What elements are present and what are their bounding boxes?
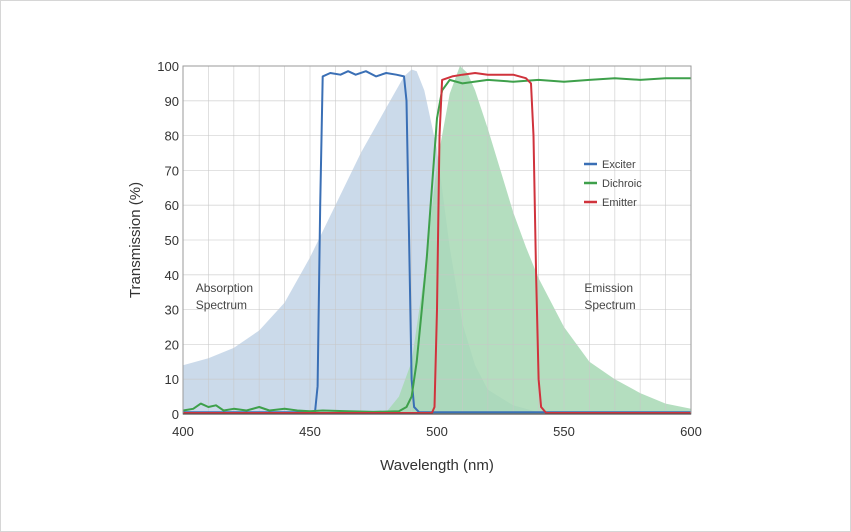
y-tick-label: 80 xyxy=(165,129,179,144)
emission-spectrum-label-line: Spectrum xyxy=(584,298,635,312)
emitter-line xyxy=(183,72,691,414)
y-axis-title: Transmission (%) xyxy=(127,182,144,298)
x-tick-label: 500 xyxy=(426,424,448,439)
legend: Exciter Dichroic Emitter xyxy=(584,159,642,209)
y-tick-label: 90 xyxy=(165,94,179,109)
legend-label-emitter: Emitter xyxy=(602,197,637,209)
y-tick-label: 70 xyxy=(165,163,179,178)
absorption-spectrum-label-line: Spectrum xyxy=(196,298,247,312)
grid-lines xyxy=(182,65,692,415)
y-tick-label: 30 xyxy=(165,303,179,318)
x-tick-label: 600 xyxy=(680,424,702,439)
emission-spectrum-label-line: Emission xyxy=(584,281,633,295)
absorption-spectrum-label-line: Absorption xyxy=(196,281,253,295)
area-annotations: Absorption Spectrum Emission Spectrum xyxy=(196,281,636,312)
y-tick-label: 60 xyxy=(165,198,179,213)
exciter-line xyxy=(183,70,691,414)
dichroic-line xyxy=(182,77,691,413)
tick-labels: 400 450 500 550 600 0 10 20 30 40 50 60 70 80 90 100 xyxy=(157,59,702,439)
x-tick-label: 450 xyxy=(299,424,321,439)
y-tick-label: 20 xyxy=(165,337,179,352)
y-tick-label: 50 xyxy=(165,233,179,248)
y-tick-label: 100 xyxy=(157,59,179,74)
y-tick-label: 10 xyxy=(165,372,179,387)
x-tick-label: 550 xyxy=(553,424,575,439)
y-tick-label: 40 xyxy=(165,268,179,283)
axes xyxy=(182,65,692,415)
filter-lines xyxy=(182,70,691,414)
x-axis-title: Wavelength (nm) xyxy=(380,457,494,474)
emission-spectrum-label: Emission Spectrum xyxy=(584,281,635,312)
y-tick-label: 0 xyxy=(172,407,179,422)
x-tick-label: 400 xyxy=(172,424,194,439)
absorption-spectrum-label: Absorption Spectrum xyxy=(196,281,253,312)
legend-label-exciter: Exciter xyxy=(602,159,636,171)
legend-label-dichroic: Dichroic xyxy=(602,178,642,190)
